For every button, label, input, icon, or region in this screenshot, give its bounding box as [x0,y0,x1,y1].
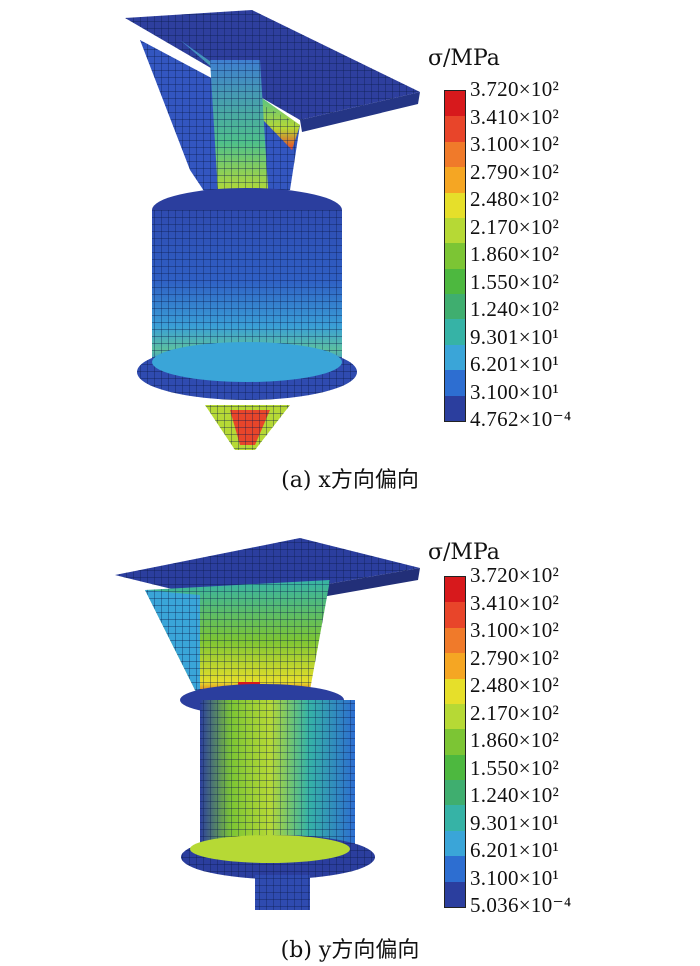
legend-tick-label: 2.480×10² [470,187,560,211]
colorbar-segment [445,294,465,320]
colorbar-segment [445,91,465,117]
legend-tick-label: 3.410×10² [470,590,560,615]
legend-tick-label: 3.100×10¹ [470,865,560,890]
colorbar-segment [445,116,465,142]
legend-tick-label: 3.100×10² [470,618,560,642]
fem-model-y-deflection [115,538,420,910]
colorbar-segment [445,881,465,907]
legend-tick-label: 1.860×10² [470,728,560,752]
colorbar-segment [445,729,465,755]
colorbar-segment [445,395,465,421]
colorbar-segment [445,678,465,704]
legend-tick-label: 5.036×10⁻⁴ [470,893,572,917]
colorbar-segment [445,830,465,857]
legend-tick-label: 1.240×10² [470,783,560,807]
caption-a: (a) x方向偏向 [281,468,419,493]
legend-tick-label: 1.860×10² [470,242,560,266]
legend-tick-label: 2.790×10² [470,645,560,670]
colorbar-segment [445,344,465,371]
legend-tick-label: 9.301×10¹ [470,324,560,349]
colorbar-segment [445,141,465,168]
legend-title-a: σ/MPa [428,46,500,71]
colorbar-segment [445,577,465,603]
panel-a: σ/MPa 3.720×10² 3.410×10² 3.100×10² 2.790×1… [125,10,572,493]
colorbar-segment [445,805,465,831]
colorbar-segment [445,243,465,269]
legend-tick-label: 1.550×10² [470,269,560,294]
legend-tick-label: 3.410×10² [470,104,560,129]
colorbar-segment [445,703,465,730]
legend-tick-label: 2.170×10² [470,700,560,725]
legend-tick-label: 1.240×10² [470,297,560,321]
fem-model-x-deflection [125,10,420,450]
legend-tick-label: 6.201×10¹ [470,838,560,862]
legend-tick-label: 9.301×10¹ [470,810,560,835]
legend-tick-label: 6.201×10¹ [470,352,560,376]
colorbar-segment [445,653,465,679]
colorbar-segment [445,754,465,780]
colorbar-segment [445,217,465,244]
legend-tick-label: 2.170×10² [470,214,560,239]
legend-tick-label: 3.100×10¹ [470,379,560,404]
colorbar-segment [445,602,465,628]
colorbar-segment [445,319,465,345]
legend-tick-label: 2.790×10² [470,159,560,184]
colorbar-b [444,576,466,908]
colorbar-segment [445,780,465,806]
legend-title-b: σ/MPa [428,540,500,565]
colorbar-segment [445,192,465,218]
colorbar-segment [445,856,465,882]
colorbar-segment [445,370,465,396]
caption-b: (b) y方向偏向 [280,938,420,963]
legend-tick-label: 3.720×10² [470,563,560,587]
legend-tick-label: 3.100×10² [470,132,560,156]
colorbar-segment [445,627,465,654]
colorbar-segment [445,167,465,193]
legend-tick-label: 3.720×10² [470,77,560,101]
colorbar-segment [445,268,465,294]
colorbar-a [444,90,466,422]
legend-tick-label: 1.550×10² [470,755,560,780]
legend-tick-label: 4.762×10⁻⁴ [470,407,572,431]
panel-b: σ/MPa 3.720×10² 3.410×10² 3.100×10² 2.790×1… [0,500,700,966]
legend-tick-label: 2.480×10² [470,673,560,697]
